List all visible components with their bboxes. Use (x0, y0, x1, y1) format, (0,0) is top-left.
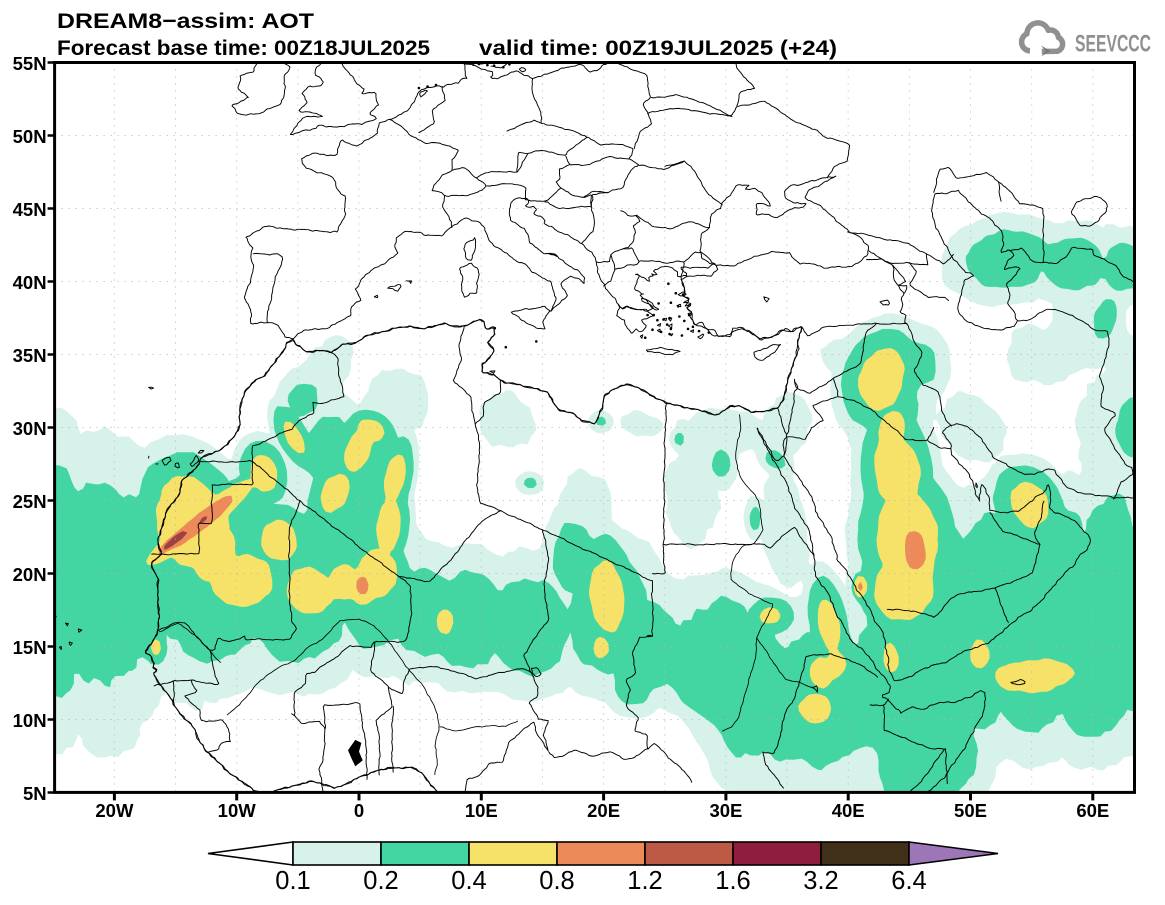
svg-text:10E: 10E (465, 800, 498, 821)
svg-text:0: 0 (354, 800, 364, 821)
svg-text:Forecast base time: 00Z18JUL20: Forecast base time: 00Z18JUL2025 (57, 36, 430, 60)
svg-text:55N: 55N (13, 53, 47, 74)
svg-text:10W: 10W (218, 800, 257, 821)
svg-text:1.2: 1.2 (627, 867, 662, 895)
svg-text:20E: 20E (587, 800, 620, 821)
svg-text:valid time: 00Z19JUL2025 (+24): valid time: 00Z19JUL2025 (+24) (479, 36, 837, 60)
svg-text:30E: 30E (709, 800, 742, 821)
svg-text:1.6: 1.6 (715, 867, 750, 895)
svg-text:50N: 50N (13, 126, 47, 147)
svg-text:20N: 20N (13, 564, 47, 585)
svg-text:30N: 30N (13, 418, 47, 439)
svg-text:5N: 5N (23, 783, 47, 804)
svg-text:10N: 10N (13, 710, 47, 731)
svg-text:6.4: 6.4 (891, 867, 926, 895)
svg-text:0.8: 0.8 (539, 867, 574, 895)
svg-text:40E: 40E (832, 800, 865, 821)
svg-text:50E: 50E (954, 800, 987, 821)
svg-text:35N: 35N (13, 345, 47, 366)
svg-text:25N: 25N (13, 491, 47, 512)
svg-text:15N: 15N (13, 637, 47, 658)
svg-text:60E: 60E (1076, 800, 1109, 821)
svg-text:DREAM8−assim: AOT: DREAM8−assim: AOT (57, 9, 314, 33)
svg-text:45N: 45N (13, 199, 47, 220)
svg-text:SEEVCCC: SEEVCCC (1075, 31, 1151, 58)
svg-text:0.1: 0.1 (275, 867, 310, 895)
svg-text:0.4: 0.4 (451, 867, 486, 895)
svg-text:0.2: 0.2 (363, 867, 398, 895)
svg-text:40N: 40N (13, 272, 47, 293)
svg-text:20W: 20W (95, 800, 134, 821)
svg-text:3.2: 3.2 (803, 867, 838, 895)
